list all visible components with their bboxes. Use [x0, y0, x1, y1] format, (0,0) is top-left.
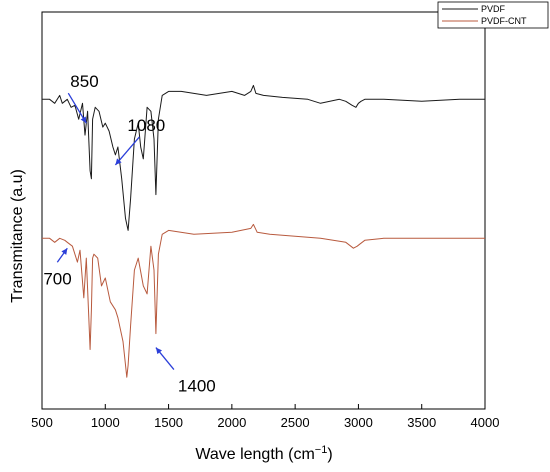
x-tick-label: 1500 — [154, 415, 183, 430]
annotation-arrow-1080 — [114, 136, 140, 166]
series-layer — [42, 84, 485, 378]
legend-label-pvdf-cnt: PVDF-CNT — [481, 16, 527, 26]
x-tick-label: 2500 — [281, 415, 310, 430]
annotation-label-850: 850 — [70, 72, 98, 91]
annotation-arrowhead-1080 — [115, 158, 122, 165]
x-tick-label: 500 — [31, 415, 53, 430]
annotation-arrowhead-1400 — [155, 347, 163, 355]
x-axis-title-main: Wave length (cm — [195, 446, 314, 463]
x-tick-label: 1000 — [91, 415, 120, 430]
legend-label-pvdf: PVDF — [481, 4, 506, 14]
legend: PVDF PVDF-CNT — [437, 1, 549, 29]
x-axis-ticks: 500 1000 1500 2000 2500 3000 3500 4000 — [31, 404, 499, 430]
x-tick-label: 4000 — [471, 415, 500, 430]
series-line-pvdf — [42, 84, 485, 231]
plot-frame — [41, 11, 486, 410]
series-line-pvdf-cnt — [42, 223, 485, 378]
annotation-arrowhead-700 — [61, 248, 68, 255]
legend-box — [437, 1, 549, 29]
x-axis-title: Wave length (cm−1) — [195, 444, 332, 463]
x-tick-label: 3500 — [407, 415, 436, 430]
x-tick-label: 2000 — [217, 415, 246, 430]
x-axis-title-close: ) — [327, 446, 332, 463]
x-tick-label: 3000 — [344, 415, 373, 430]
y-axis-title: Transmitance (a.u) — [9, 169, 26, 303]
x-axis-title-sup: −1 — [315, 444, 328, 456]
annotation-label-700: 700 — [43, 269, 71, 288]
annotations-layer: 850 1080 700 1400 — [43, 72, 215, 395]
annotation-label-1400: 1400 — [178, 377, 216, 396]
annotation-arrowhead-850 — [80, 116, 87, 124]
annotation-label-1080: 1080 — [127, 116, 165, 135]
